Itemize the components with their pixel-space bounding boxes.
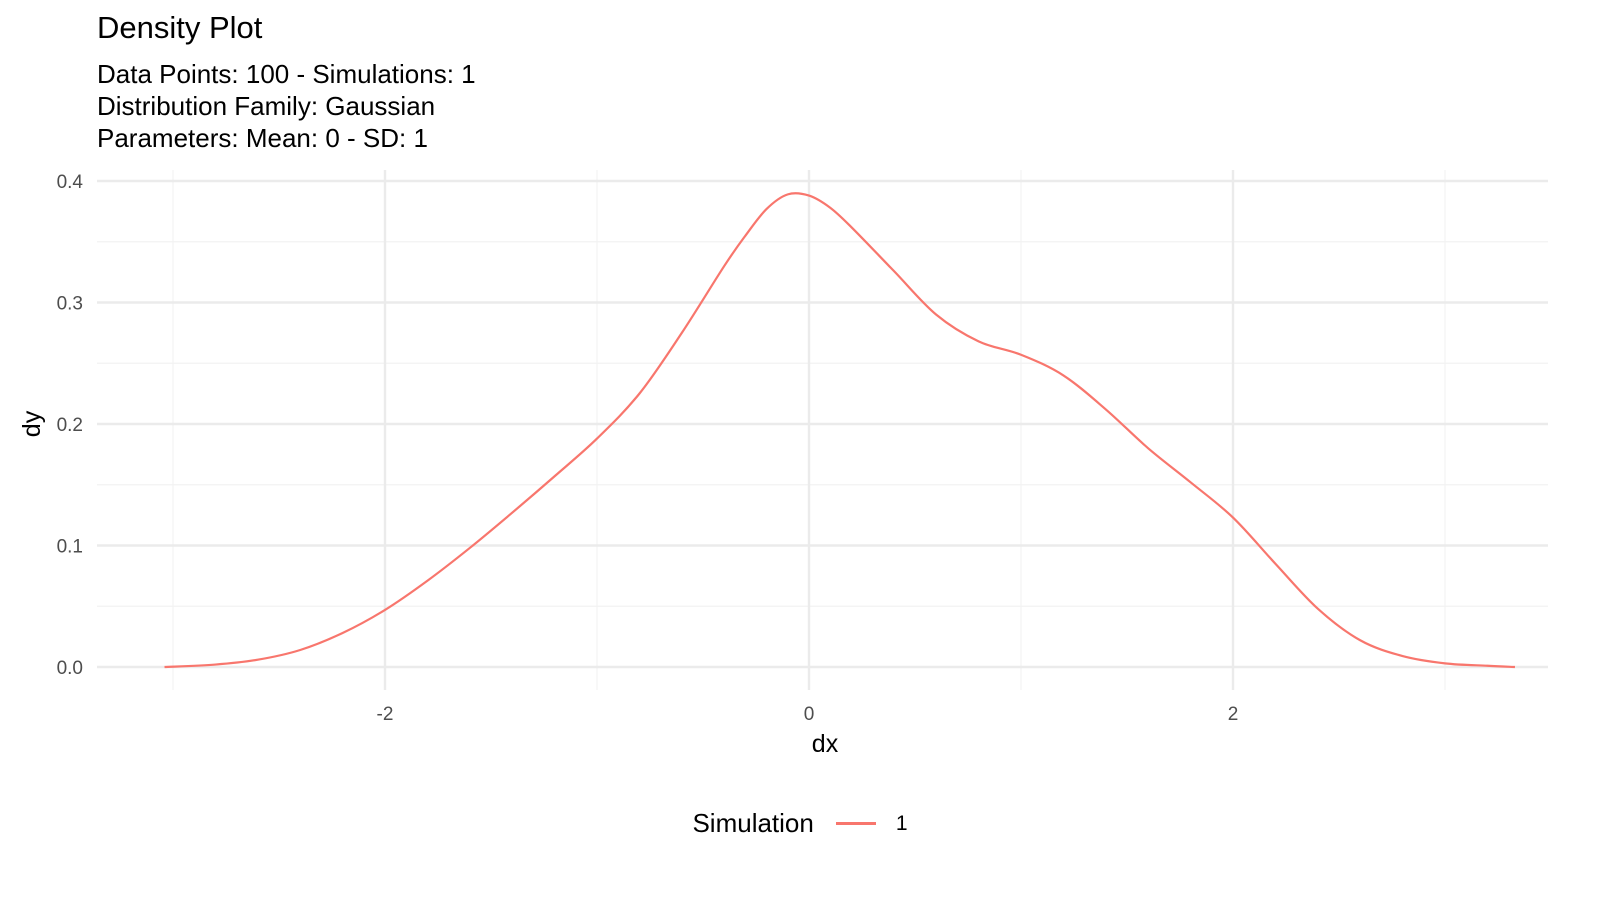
minor-gridlines xyxy=(97,170,1548,690)
chart-title: Density Plot xyxy=(97,10,263,45)
legend-title: Simulation xyxy=(692,808,814,838)
legend-item-label: 1 xyxy=(895,811,908,835)
y-axis-ticks: 0.0 0.1 0.2 0.3 0.4 xyxy=(57,172,84,679)
subtitle-parameters: Parameters: Mean: 0 - SD: 1 xyxy=(97,123,428,153)
legend: Simulation 1 xyxy=(0,808,1600,839)
y-tick-label: 0.4 xyxy=(57,172,84,193)
x-tick-label: 0 xyxy=(804,704,815,725)
x-axis-title: dx xyxy=(812,730,839,758)
x-axis-ticks: -2 0 2 xyxy=(377,704,1239,725)
subtitle-data-points: Data Points: 100 - Simulations: 1 xyxy=(97,59,476,89)
subtitle-distribution: Distribution Family: Gaussian xyxy=(97,91,436,121)
legend-line-key-icon xyxy=(835,822,876,825)
y-tick-label: 0.3 xyxy=(57,294,83,315)
y-tick-label: 0.1 xyxy=(57,537,83,558)
y-axis-title: dy xyxy=(18,410,46,437)
x-tick-label: 2 xyxy=(1228,704,1239,725)
x-tick-label: -2 xyxy=(377,704,394,725)
y-tick-label: 0.2 xyxy=(57,415,83,436)
y-tick-label: 0.0 xyxy=(57,658,83,679)
density-line-simulation-1 xyxy=(164,192,1516,669)
major-gridlines xyxy=(97,170,1548,690)
